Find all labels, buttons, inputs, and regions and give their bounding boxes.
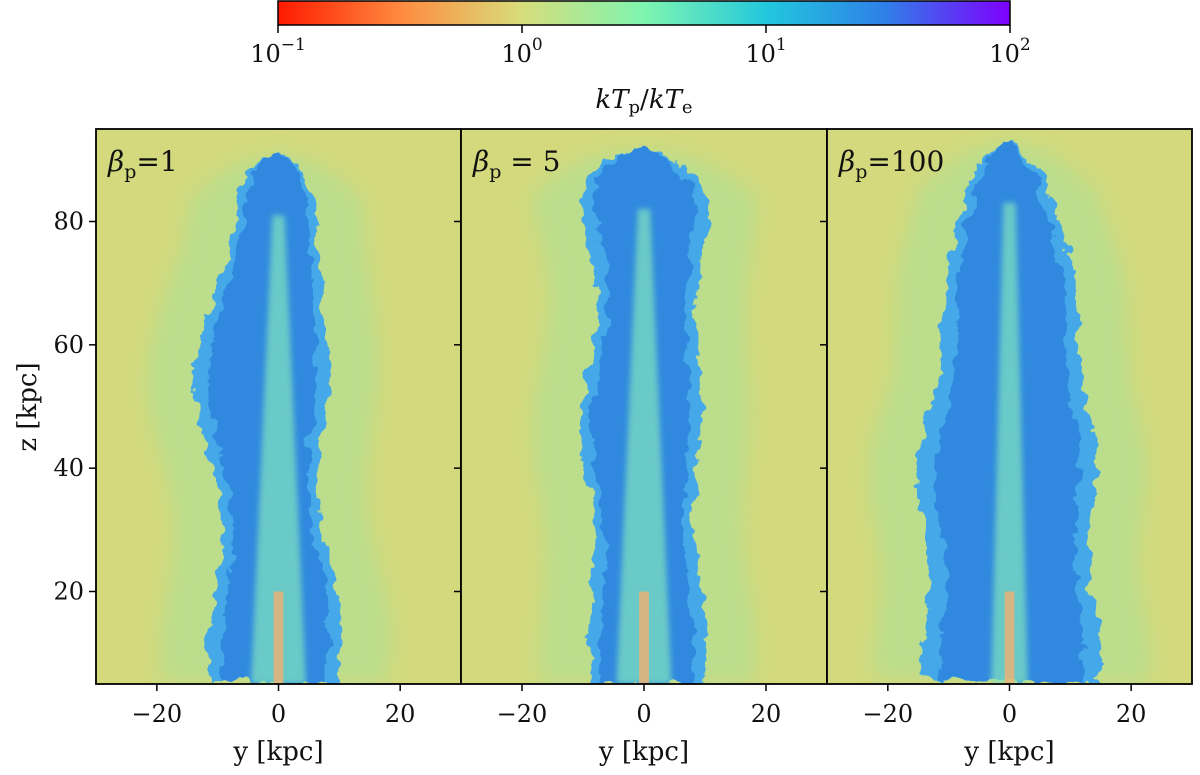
x-tick-label: −20 — [132, 700, 183, 728]
x-axis-label: y [kpc] — [598, 737, 689, 767]
heatmap-panel-1: −20 0 20 20 40 60 80 βp=1 — [53, 128, 462, 728]
x-tick-label: 0 — [271, 700, 286, 728]
panel-label-beta: βp=1 — [107, 145, 178, 183]
x-tick-label: −20 — [863, 700, 914, 728]
x-tick-label: 0 — [1002, 700, 1017, 728]
x-tick-label: −20 — [497, 700, 548, 728]
colorbar-tick-label: 10−1 — [250, 35, 306, 68]
y-tick-label: 40 — [53, 454, 84, 482]
x-tick-label: 20 — [385, 700, 416, 728]
x-tick-label: 0 — [636, 700, 651, 728]
colorbar-tick-label: 100 — [501, 35, 542, 68]
heatmap-panel-2: −20 0 20 βp = 5 — [454, 128, 828, 728]
x-tick-label: 20 — [751, 700, 782, 728]
y-axis-label: z [kpc] — [13, 362, 43, 451]
heatmap-panel-3: −20 0 20 βp=100 — [820, 128, 1193, 728]
jet-core — [1004, 591, 1015, 684]
jet-spine — [251, 215, 306, 684]
colorbar-tick-label: 101 — [745, 35, 786, 68]
x-tick-label: 20 — [1116, 700, 1147, 728]
jet-core — [639, 591, 649, 684]
y-tick-label: 20 — [53, 578, 84, 606]
jet-spine — [616, 209, 672, 684]
x-axis-label: y [kpc] — [963, 737, 1054, 767]
colorbar: 10−1 100 101 102 kTp/kTe — [250, 0, 1031, 118]
x-axis-label: y [kpc] — [232, 737, 323, 767]
colorbar-label: kTp/kTe — [595, 85, 692, 118]
colorbar-tick-label: 102 — [989, 35, 1030, 68]
jet-core — [273, 591, 284, 684]
jet-spine — [991, 203, 1028, 684]
y-tick-label: 60 — [53, 331, 84, 359]
panel-label-beta: βp = 5 — [472, 145, 560, 183]
colorbar-gradient — [277, 0, 1011, 26]
y-tick-label: 80 — [53, 208, 84, 236]
panel-label-beta: βp=100 — [838, 145, 944, 183]
